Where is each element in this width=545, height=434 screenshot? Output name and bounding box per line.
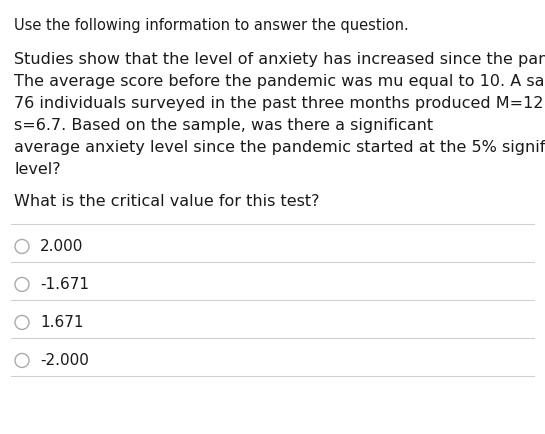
- Text: level?: level?: [14, 162, 60, 177]
- Text: 1.671: 1.671: [40, 315, 83, 330]
- Text: Use the following information to answer the question.: Use the following information to answer …: [14, 18, 409, 33]
- Text: The average score before the pandemic was mu equal to 10. A sample of: The average score before the pandemic wa…: [14, 74, 545, 89]
- Text: 76 individuals surveyed in the past three months produced M=12.8 and: 76 individuals surveyed in the past thre…: [14, 96, 545, 111]
- Text: -2.000: -2.000: [40, 353, 89, 368]
- Text: s=6.7. Based on the sample, was there a significant: s=6.7. Based on the sample, was there a …: [14, 118, 438, 133]
- Text: -1.671: -1.671: [40, 277, 89, 292]
- Text: average anxiety level since the pandemic started at the 5% significance: average anxiety level since the pandemic…: [14, 140, 545, 155]
- Text: What is the critical value for this test?: What is the critical value for this test…: [14, 194, 319, 209]
- Text: 2.000: 2.000: [40, 239, 83, 254]
- Text: Studies show that the level of anxiety has increased since the pandemic.: Studies show that the level of anxiety h…: [14, 52, 545, 67]
